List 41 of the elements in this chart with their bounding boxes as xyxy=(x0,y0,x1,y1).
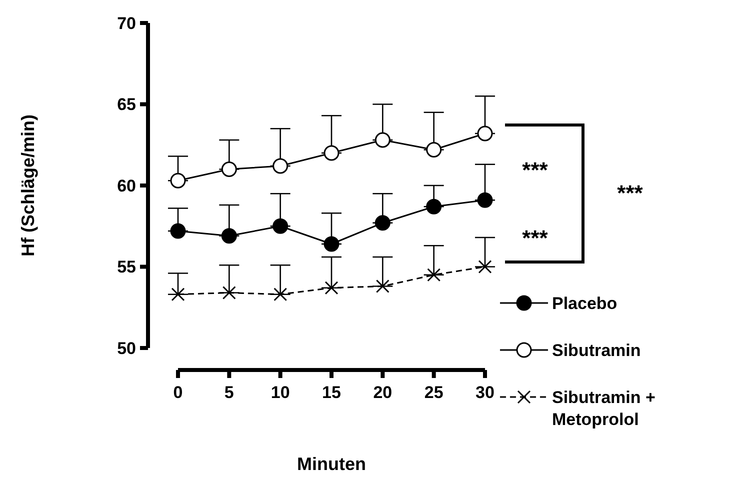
x-tick-label: 30 xyxy=(476,383,494,402)
y-tick-label: 70 xyxy=(117,14,136,33)
y-tick-label: 65 xyxy=(117,95,136,114)
point xyxy=(221,162,237,177)
point xyxy=(171,288,185,302)
point xyxy=(477,126,493,142)
text: *** xyxy=(617,180,644,206)
x-tick-label: 20 xyxy=(373,383,392,402)
point xyxy=(374,215,390,231)
point xyxy=(324,281,338,295)
point xyxy=(324,236,340,252)
point xyxy=(170,172,186,188)
point xyxy=(221,228,237,244)
y-tick-label: 50 xyxy=(117,338,136,358)
point xyxy=(478,260,492,274)
legend-label: Sibutramin xyxy=(552,340,641,360)
point xyxy=(272,218,288,234)
point xyxy=(222,286,236,300)
point xyxy=(376,280,390,293)
point xyxy=(427,268,441,282)
text: *** xyxy=(522,225,548,250)
point xyxy=(170,223,186,239)
x-tick-label: 5 xyxy=(224,383,234,402)
point xyxy=(426,142,442,158)
x-tick-label: 15 xyxy=(322,383,341,402)
y-tick-label: 55 xyxy=(117,258,136,277)
x-tick-label: 25 xyxy=(424,383,444,402)
y-tick-label: 60 xyxy=(117,176,136,196)
y-axis-title: Hf (Schläge/min) xyxy=(18,114,38,257)
point xyxy=(324,145,340,161)
point xyxy=(374,132,390,148)
legend-label: Placebo xyxy=(552,294,618,313)
legend-label: Sibutramin + Metoprolol xyxy=(552,388,656,430)
point xyxy=(272,158,288,174)
x-tick-label: 0 xyxy=(173,383,183,402)
point xyxy=(426,198,442,214)
point xyxy=(274,288,288,302)
point xyxy=(477,192,493,208)
text: *** xyxy=(522,157,548,182)
x-axis-title: Minuten xyxy=(297,454,366,474)
x-tick-label: 10 xyxy=(270,383,290,402)
